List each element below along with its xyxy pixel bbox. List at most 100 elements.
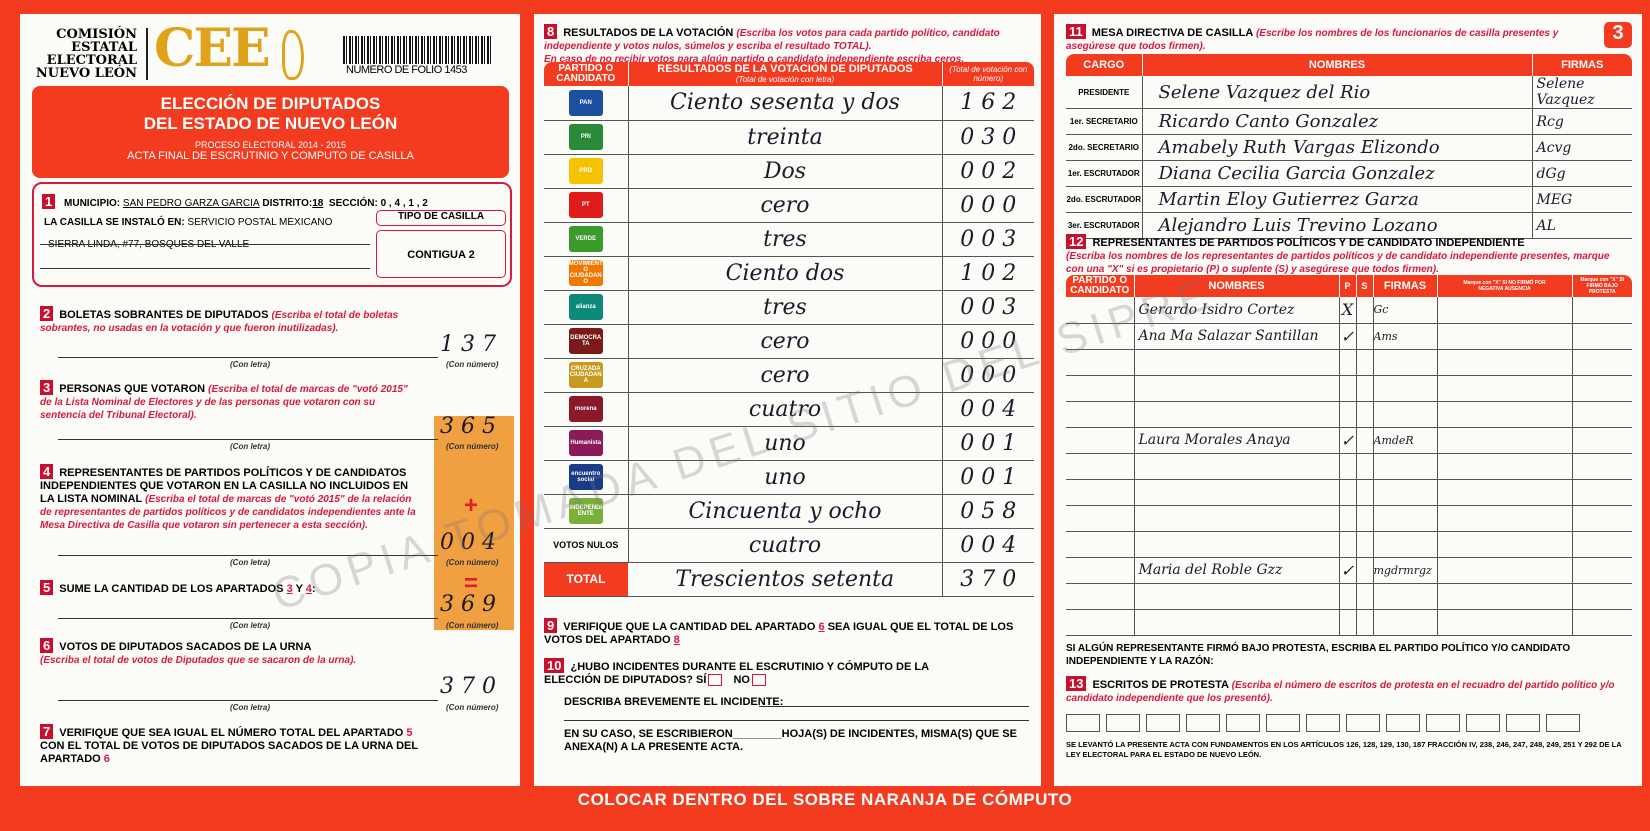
protesta-box[interactable]	[1146, 714, 1180, 732]
no-firmo-cell	[1437, 479, 1573, 505]
funcionario-name: Selene Vazquez del Rio	[1142, 76, 1533, 109]
protesta-box[interactable]	[1346, 714, 1380, 732]
protesta-box[interactable]	[1426, 714, 1460, 732]
section-note: (Escriba los votos para cada partido pol…	[544, 28, 1000, 52]
si-checkbox[interactable]	[708, 674, 723, 687]
party-logo-icon	[1227, 715, 1243, 731]
protesta-count-input[interactable]	[1323, 715, 1339, 731]
representante-row: Ana Ma Salazar Santillan ✓ Ams	[1066, 323, 1632, 349]
protesta-count-input[interactable]	[1363, 715, 1379, 731]
col-numero: (Total de votación con número)	[941, 62, 1034, 86]
section-note: (Escribe los nombres de los funcionarios…	[1066, 28, 1559, 52]
protesta-box[interactable]	[1186, 714, 1220, 732]
votes-in-words: Dos	[628, 154, 943, 188]
party-logo-icon: encuentro social	[568, 464, 603, 490]
protesta-count-input[interactable]	[1083, 715, 1099, 731]
no-checkbox[interactable]	[751, 674, 766, 687]
protesta-box[interactable]	[1306, 714, 1340, 732]
protesta-box[interactable]	[1266, 714, 1300, 732]
party-logo-icon	[1107, 715, 1123, 731]
protesta-box[interactable]	[1226, 714, 1260, 732]
votes-in-words: cero	[628, 188, 943, 222]
signature	[1373, 531, 1438, 557]
section-title: VOTOS DE DIPUTADOS SACADOS DE LA URNA	[59, 641, 312, 653]
org-line: COMISIÓN	[56, 27, 137, 42]
protesta-box[interactable]	[1066, 714, 1100, 732]
protesta-count-input[interactable]	[1283, 715, 1299, 731]
party-cell: encuentro social	[544, 460, 629, 494]
funcionario-name: Ricardo Canto Gonzalez	[1142, 108, 1533, 135]
protesta-box[interactable]	[1106, 714, 1140, 732]
protesta-box[interactable]	[1546, 714, 1580, 732]
protesta-count-input[interactable]	[1403, 715, 1419, 731]
votes-in-words: Cincuenta y ocho	[628, 494, 943, 528]
votes-number: 0 0 2	[960, 158, 1017, 184]
result-row: PAN Ciento sesenta y dos 1 6 2	[544, 86, 1034, 120]
bajo-protesta-cell	[1572, 479, 1632, 505]
votes-number: 0 0 3	[960, 294, 1017, 320]
party-logo-icon: INDEPENDIENTE	[568, 498, 603, 524]
representante-name	[1134, 583, 1340, 609]
col-p: P	[1338, 275, 1356, 297]
party-logo-icon	[1307, 715, 1323, 731]
representantes-header: PARTIDO O CANDIDATO NOMBRES P S FIRMAS M…	[1066, 275, 1632, 297]
protesta-box[interactable]	[1506, 714, 1540, 732]
bottom-banner: COLOCAR DENTRO DEL SOBRE NARANJA DE CÓMP…	[577, 790, 1073, 809]
title-line-2: DEL ESTADO DE NUEVO LEÓN	[143, 114, 398, 133]
describe-label: DESCRIBA BREVEMENTE EL INCIDENTE:	[564, 696, 784, 708]
propietario-mark	[1339, 583, 1357, 609]
protesta-count-input[interactable]	[1523, 715, 1539, 731]
incidente-line[interactable]	[759, 706, 1029, 707]
protesta-count-input[interactable]	[1163, 715, 1179, 731]
signature: Ams	[1373, 323, 1438, 349]
votes-number: 0 0 0	[960, 192, 1017, 218]
con-numero-caption: (Con número)	[446, 442, 499, 451]
col-s: S	[1355, 275, 1373, 297]
protesta-count-input[interactable]	[1563, 715, 1579, 731]
section-7: 7 VERIFIQUE QUE SEA IGUAL EL NÚMERO TOTAL…	[40, 724, 440, 766]
result-row: Humanista uno 0 0 1	[544, 426, 1034, 460]
protesta-count-input[interactable]	[1203, 715, 1219, 731]
result-row: VOTOS NULOS cuatro 0 0 4	[544, 528, 1034, 562]
no-firmo-cell	[1437, 583, 1573, 609]
signature: Selene Vazquez	[1536, 76, 1595, 108]
party-cell	[1066, 427, 1135, 453]
representante-row	[1066, 375, 1632, 401]
protesta-box[interactable]	[1386, 714, 1420, 732]
votes-number: 0 0 1	[960, 464, 1017, 490]
con-numero-caption: (Con número)	[446, 360, 499, 369]
protesta-box[interactable]	[1466, 714, 1500, 732]
col-cargo: CARGO	[1066, 54, 1142, 76]
page-number: 3	[1604, 22, 1632, 48]
suplente-mark	[1356, 505, 1374, 531]
representante-name	[1134, 479, 1340, 505]
process-label: PROCESO ELECTORAL 2014 - 2015	[194, 140, 347, 150]
suplente-mark	[1356, 401, 1374, 427]
funcionario-name: Diana Cecilia Garcia Gonzalez	[1142, 160, 1533, 187]
party-logo-icon: Humanista	[568, 430, 603, 456]
result-row: PT cero 0 0 0	[544, 188, 1034, 222]
protesta-count-input[interactable]	[1483, 715, 1499, 731]
funcionario-name: Amabely Ruth Vargas Elizondo	[1142, 134, 1533, 161]
distrito-value: 18	[312, 198, 324, 209]
hojas-text: EN SU CASO, SE ESCRIBIERON________HOJA(S…	[564, 728, 1017, 753]
representante-row	[1066, 349, 1632, 375]
left-panel: COMISIÓN ESTATAL ELECTORAL NUEVO LEÓN CE…	[20, 14, 520, 786]
representante-row: Maria del Roble Gzz ✓ mgdrmrgz	[1066, 557, 1632, 583]
representante-row: Gerardo Isidro Cortez X Gc	[1066, 297, 1632, 323]
protesta-count-input[interactable]	[1123, 715, 1139, 731]
title-banner: ELECCIÓN DE DIPUTADOS DEL ESTADO DE NUEV…	[32, 86, 509, 178]
bajo-protesta-cell	[1572, 531, 1632, 557]
signature	[1373, 609, 1438, 635]
equals-sign: =	[464, 570, 479, 597]
protesta-count-input[interactable]	[1443, 715, 1459, 731]
suplente-mark	[1356, 479, 1374, 505]
protesta-count-input[interactable]	[1243, 715, 1259, 731]
party-logo-icon: morena	[568, 396, 603, 422]
incidente-line[interactable]	[564, 720, 1029, 721]
party-cell: MOVIMIENTO CIUDADANO	[544, 256, 629, 290]
title-line-1: ELECCIÓN DE DIPUTADOS	[160, 94, 381, 113]
party-cell	[1066, 453, 1135, 479]
representante-name	[1134, 609, 1340, 635]
org-name: COMISIÓN ESTATAL ELECTORAL NUEVO LEÓN	[32, 28, 137, 80]
